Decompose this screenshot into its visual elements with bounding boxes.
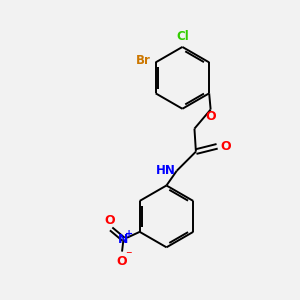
Text: +: + [125,229,133,239]
Text: HN: HN [155,164,175,177]
Text: ⁻: ⁻ [125,249,132,262]
Text: O: O [205,110,216,123]
Text: Br: Br [135,54,150,68]
Text: Cl: Cl [176,30,189,43]
Text: O: O [220,140,231,153]
Text: O: O [117,254,127,268]
Text: O: O [104,214,115,227]
Text: N: N [118,233,129,246]
